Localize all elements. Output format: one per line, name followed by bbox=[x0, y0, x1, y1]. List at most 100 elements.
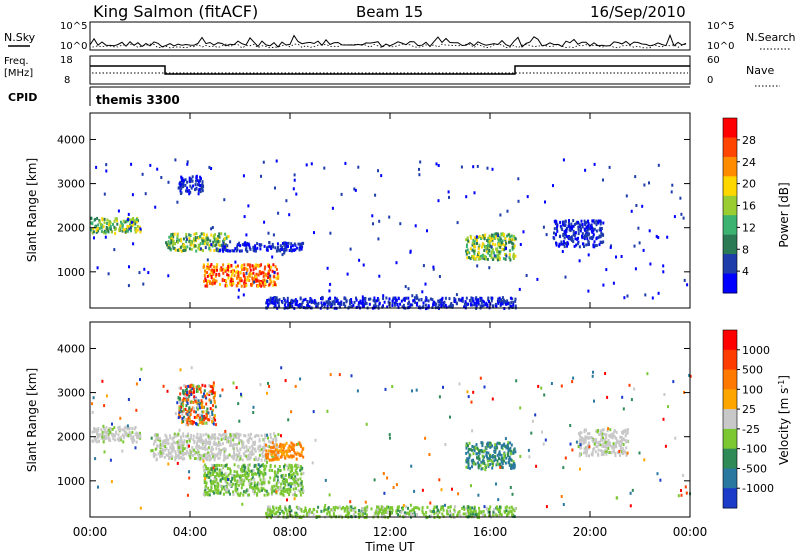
scatter-cell bbox=[389, 506, 392, 509]
scatter-noise bbox=[362, 263, 365, 267]
scatter-cell bbox=[500, 241, 503, 245]
scatter-cell bbox=[333, 508, 336, 512]
scatter-cell bbox=[263, 278, 266, 282]
scatter-cell bbox=[137, 219, 139, 223]
scatter-cell bbox=[291, 442, 294, 446]
scatter-cell bbox=[214, 418, 217, 422]
scatter-noise bbox=[207, 418, 210, 422]
scatter-noise bbox=[662, 417, 665, 421]
scatter-cell bbox=[300, 480, 303, 483]
scatter-cell bbox=[257, 458, 260, 462]
scatter-cell bbox=[299, 305, 301, 309]
scatter-cell bbox=[621, 446, 624, 450]
scatter-cell bbox=[239, 474, 242, 478]
scatter-cell bbox=[250, 477, 253, 481]
scatter-cell bbox=[416, 513, 419, 516]
scatter-cell bbox=[233, 449, 236, 453]
scatter-cell bbox=[299, 481, 302, 485]
scatter-cell bbox=[488, 253, 491, 257]
scatter-cell bbox=[177, 456, 180, 460]
scatter-cell bbox=[580, 445, 583, 449]
scatter-cell bbox=[222, 271, 225, 275]
scatter-noise bbox=[240, 394, 243, 398]
scatter-cell bbox=[173, 242, 176, 246]
scatter-noise bbox=[457, 492, 460, 496]
colorbar-swatch bbox=[723, 156, 737, 177]
scatter-cell bbox=[483, 455, 485, 459]
scatter-cell bbox=[177, 454, 180, 458]
scatter-cell bbox=[284, 478, 287, 481]
scatter-cell bbox=[201, 383, 204, 387]
scatter-cell bbox=[295, 516, 298, 520]
scatter-cell bbox=[573, 234, 576, 237]
scatter-cell bbox=[591, 226, 593, 230]
scatter-cell bbox=[241, 243, 244, 247]
scatter-cell bbox=[336, 298, 339, 302]
scatter-cell bbox=[466, 510, 469, 514]
scatter-cell bbox=[272, 275, 275, 279]
scatter-cell bbox=[273, 283, 276, 286]
scatter-cell bbox=[213, 236, 216, 240]
scatter-cell bbox=[401, 507, 404, 511]
scatter-cell bbox=[415, 296, 418, 300]
scatter-cell bbox=[222, 241, 225, 245]
scatter-cell bbox=[512, 301, 515, 304]
scatter-cell bbox=[256, 242, 259, 246]
scatter-cell bbox=[212, 391, 215, 395]
scatter-cell bbox=[593, 227, 596, 231]
scatter-noise bbox=[578, 259, 581, 263]
scatter-cell bbox=[562, 234, 565, 238]
scatter-cell bbox=[233, 470, 236, 474]
scatter-noise bbox=[130, 220, 133, 224]
scatter-cell bbox=[615, 437, 618, 440]
scatter-cell bbox=[263, 454, 266, 458]
scatter-cell bbox=[205, 412, 208, 416]
scatter-cell bbox=[408, 509, 411, 513]
scatter-cell bbox=[205, 474, 208, 477]
scatter-cell bbox=[207, 237, 210, 241]
scatter-cell bbox=[117, 433, 120, 437]
colorbar-swatch bbox=[723, 254, 737, 275]
scatter-cell bbox=[585, 454, 588, 457]
scatter-noise bbox=[402, 504, 405, 507]
scatter-cell bbox=[295, 477, 298, 481]
scatter-cell bbox=[263, 448, 266, 452]
scatter-cell bbox=[348, 299, 351, 303]
scatter-cell bbox=[577, 240, 580, 244]
scatter-cell bbox=[599, 219, 602, 223]
scatter-noise bbox=[587, 289, 590, 293]
scatter-cell bbox=[209, 384, 212, 388]
scatter-cell bbox=[588, 436, 591, 440]
scatter-cell bbox=[288, 474, 290, 478]
x-tick-label: 00:00 bbox=[673, 525, 708, 539]
scatter-cell bbox=[239, 244, 242, 248]
freq-label-line1: Freq. bbox=[4, 56, 29, 67]
scatter-cell bbox=[477, 455, 480, 458]
scatter-cell bbox=[256, 491, 259, 495]
scatter-cell bbox=[267, 492, 270, 496]
scatter-cell bbox=[624, 434, 627, 438]
scatter-cell bbox=[277, 479, 279, 483]
scatter-noise bbox=[252, 411, 255, 414]
scatter-cell bbox=[179, 189, 182, 193]
scatter-cell bbox=[196, 385, 198, 389]
scatter-noise bbox=[411, 389, 413, 393]
scatter-cell bbox=[511, 241, 513, 245]
scatter-cell bbox=[510, 301, 513, 305]
scatter-noise bbox=[672, 380, 675, 384]
scatter-cell bbox=[256, 246, 259, 250]
scatter-noise bbox=[418, 173, 421, 177]
scatter-cell bbox=[131, 435, 134, 439]
scatter-cell bbox=[177, 186, 180, 190]
scatter-cell bbox=[285, 478, 288, 482]
scatter-cell bbox=[487, 251, 490, 255]
scatter-noise bbox=[470, 400, 473, 404]
scatter-cell bbox=[427, 305, 430, 309]
scatter-cell bbox=[177, 445, 180, 449]
scatter-cell bbox=[425, 298, 428, 302]
scatter-noise bbox=[174, 412, 177, 416]
scatter-cell bbox=[369, 297, 372, 301]
scatter-cell bbox=[209, 272, 212, 276]
scatter-cell bbox=[514, 507, 517, 511]
